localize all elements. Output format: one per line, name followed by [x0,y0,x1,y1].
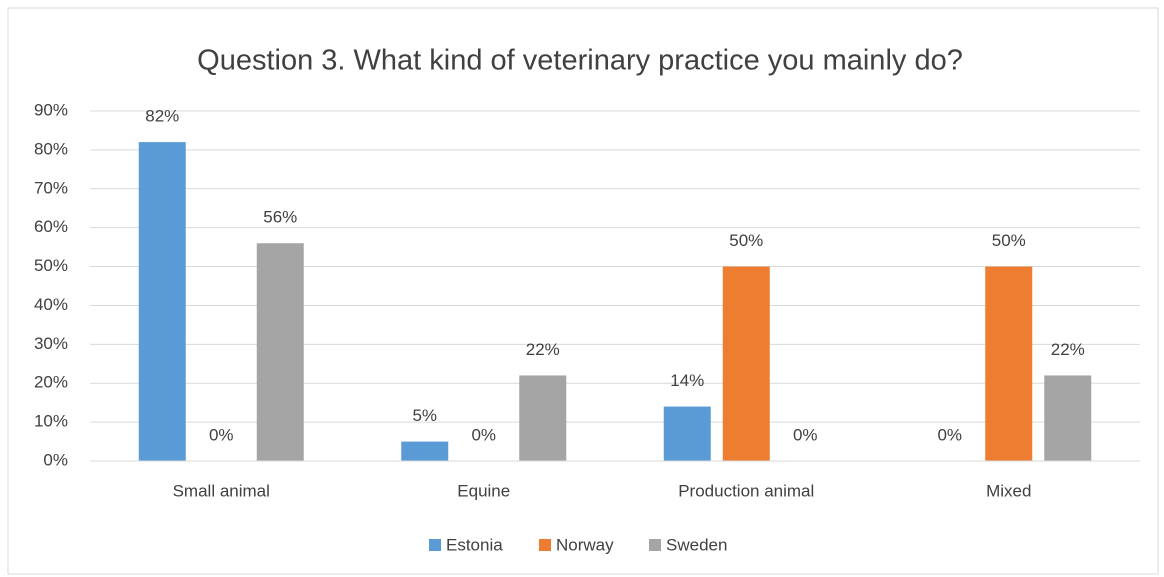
data-label: 14% [670,371,704,390]
bar [663,406,711,461]
legend-label: Estonia [446,535,503,554]
y-tick-label: 70% [34,178,68,197]
bar [519,375,567,461]
legend-label: Norway [556,535,614,554]
data-label: 0% [793,425,818,444]
data-label: 22% [1051,340,1085,359]
bar [401,441,449,461]
bar [138,142,186,461]
chart-title: Question 3. What kind of veterinary prac… [197,45,963,77]
data-label: 0% [937,425,962,444]
bar [256,243,304,461]
y-tick-label: 30% [34,334,68,353]
bar [1044,375,1092,461]
data-label: 22% [526,340,560,359]
x-tick-label: Production animal [678,481,814,500]
legend-label: Sweden [666,535,727,554]
y-tick-label: 10% [34,412,68,431]
data-label: 82% [145,107,179,126]
chart-border [7,7,1159,575]
bar [722,266,770,461]
data-label: 50% [729,231,763,250]
data-label: 56% [263,208,297,227]
x-tick-label: Small animal [173,481,270,500]
y-tick-label: 40% [34,295,68,314]
bar [985,266,1033,461]
x-tick-label: Equine [457,481,510,500]
y-tick-label: 0% [43,450,68,469]
data-label: 5% [412,406,437,425]
y-tick-label: 60% [34,217,68,236]
y-tick-label: 90% [34,100,68,119]
legend-swatch [649,539,661,551]
data-label: 0% [209,425,234,444]
legend-swatch [429,539,441,551]
legend-swatch [539,539,551,551]
data-label: 0% [471,425,496,444]
y-tick-label: 80% [34,139,68,158]
y-tick-label: 50% [34,256,68,275]
data-label: 50% [992,231,1026,250]
y-tick-label: 20% [34,373,68,392]
x-tick-label: Mixed [986,481,1031,500]
